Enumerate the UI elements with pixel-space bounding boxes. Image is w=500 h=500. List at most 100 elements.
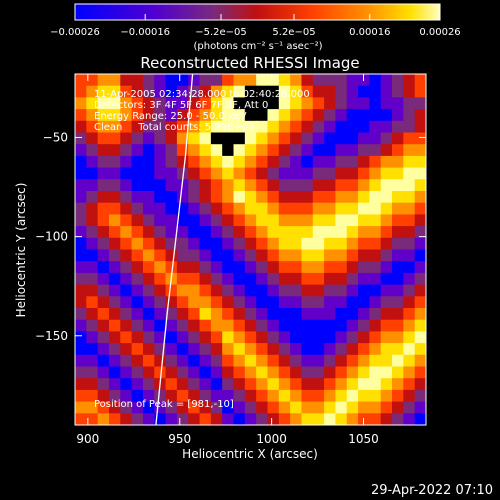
heatmap-cell bbox=[222, 354, 235, 368]
heatmap-cell bbox=[301, 97, 314, 110]
heatmap-cell bbox=[278, 144, 291, 157]
heatmap-cell bbox=[358, 354, 370, 368]
heatmap-cell bbox=[131, 389, 144, 403]
heatmap-cell bbox=[75, 401, 87, 414]
heatmap-cell bbox=[256, 389, 269, 403]
heatmap-cell bbox=[210, 308, 223, 321]
heatmap-cell bbox=[75, 132, 87, 145]
heatmap-cell bbox=[97, 272, 110, 286]
heatmap-cell bbox=[278, 249, 291, 262]
heatmap-cell bbox=[256, 85, 269, 98]
heatmap-cell bbox=[97, 97, 110, 110]
heatmap-cell bbox=[75, 284, 87, 297]
heatmap-cell bbox=[120, 120, 133, 134]
heatmap-cell bbox=[256, 120, 269, 134]
heatmap-cell bbox=[301, 249, 314, 262]
heatmap-cell bbox=[244, 120, 257, 134]
heatmap-cell bbox=[210, 284, 223, 297]
heatmap-cell bbox=[244, 354, 257, 368]
x-axis: 900 950 1000 1050 bbox=[76, 74, 379, 446]
heatmap-cell bbox=[290, 202, 303, 215]
heatmap-cell bbox=[346, 191, 359, 204]
heatmap-cell bbox=[199, 191, 212, 204]
heatmap-cell bbox=[210, 343, 223, 356]
heatmap-cell bbox=[244, 237, 257, 251]
heatmap-cell bbox=[324, 343, 337, 356]
heatmap-cell bbox=[97, 226, 110, 239]
heatmap-cell bbox=[244, 272, 257, 286]
x-tick-label: 950 bbox=[168, 432, 191, 446]
heatmap-cell bbox=[392, 74, 404, 87]
heatmap-cell bbox=[267, 202, 280, 215]
heatmap-cell bbox=[120, 319, 133, 332]
heatmap-cell bbox=[108, 249, 121, 262]
heatmap-cell bbox=[324, 132, 337, 145]
heatmap-cell bbox=[267, 97, 280, 110]
heatmap-cell bbox=[176, 85, 189, 98]
heatmap-cell bbox=[346, 120, 359, 134]
heatmap-cell bbox=[233, 167, 246, 180]
heatmap-cell bbox=[154, 296, 167, 309]
heatmap-cell bbox=[199, 389, 212, 403]
heatmap-cell bbox=[380, 261, 393, 274]
heatmap-cell bbox=[233, 226, 246, 239]
heatmap-cell bbox=[301, 179, 314, 192]
heatmap-cell bbox=[120, 155, 133, 169]
heatmap-cell bbox=[154, 74, 167, 87]
heatmap-cell bbox=[120, 343, 133, 356]
heatmap-cell bbox=[199, 296, 212, 309]
heatmap-cell bbox=[222, 272, 235, 286]
heatmap-cell bbox=[210, 261, 223, 274]
heatmap-cell bbox=[369, 378, 382, 391]
heatmap-cell bbox=[414, 389, 426, 403]
heatmap-cell bbox=[324, 308, 337, 321]
heatmap-cell bbox=[301, 319, 314, 332]
heatmap-cell bbox=[244, 226, 257, 239]
heatmap-cell bbox=[346, 202, 359, 215]
heatmap-cell bbox=[176, 237, 189, 251]
heatmap-cell bbox=[312, 191, 325, 204]
heatmap-cell bbox=[120, 272, 133, 286]
heatmap-cell bbox=[142, 296, 155, 309]
heatmap-cell bbox=[165, 401, 178, 414]
heatmap-cell bbox=[403, 237, 416, 251]
heatmap-cell bbox=[131, 214, 144, 227]
heatmap-cell bbox=[267, 179, 280, 192]
heatmap-cell bbox=[380, 354, 393, 368]
heatmap-cell bbox=[131, 85, 144, 98]
heatmap-cell bbox=[267, 272, 280, 286]
heatmap-cell bbox=[278, 261, 291, 274]
colorbar bbox=[75, 4, 440, 20]
heatmap-cell bbox=[278, 378, 291, 391]
heatmap-cell bbox=[97, 343, 110, 356]
heatmap-cell bbox=[324, 237, 337, 251]
heatmap-cell bbox=[108, 179, 121, 192]
heatmap-cell bbox=[86, 132, 99, 145]
heatmap-cell bbox=[392, 401, 404, 414]
y-axis: −50 −100 −150 bbox=[35, 130, 426, 343]
heatmap-cell bbox=[324, 389, 337, 403]
heatmap-cell bbox=[86, 308, 99, 321]
heatmap-cell bbox=[154, 366, 167, 379]
heatmap-cell bbox=[199, 308, 212, 321]
heatmap-cell bbox=[154, 261, 167, 274]
heatmap-cell bbox=[199, 155, 212, 169]
heatmap-cell bbox=[97, 319, 110, 332]
heatmap-cell bbox=[380, 144, 393, 157]
heatmap-cell bbox=[244, 109, 257, 122]
heatmap-cell bbox=[210, 413, 223, 425]
heatmap-cell bbox=[142, 343, 155, 356]
heatmap-cell bbox=[290, 155, 303, 169]
heatmap-cell bbox=[278, 155, 291, 169]
heatmap-cell bbox=[108, 319, 121, 332]
heatmap-cell bbox=[188, 120, 201, 134]
heatmap-cell bbox=[244, 214, 257, 227]
heatmap-cell bbox=[324, 97, 337, 110]
heatmap-cell bbox=[165, 378, 178, 391]
heatmap-cell bbox=[256, 401, 269, 414]
heatmap-cell bbox=[199, 366, 212, 379]
heatmap-cell bbox=[244, 413, 257, 425]
heatmap-cell bbox=[324, 249, 337, 262]
heatmap-cell bbox=[188, 319, 201, 332]
heatmap-cell bbox=[154, 202, 167, 215]
